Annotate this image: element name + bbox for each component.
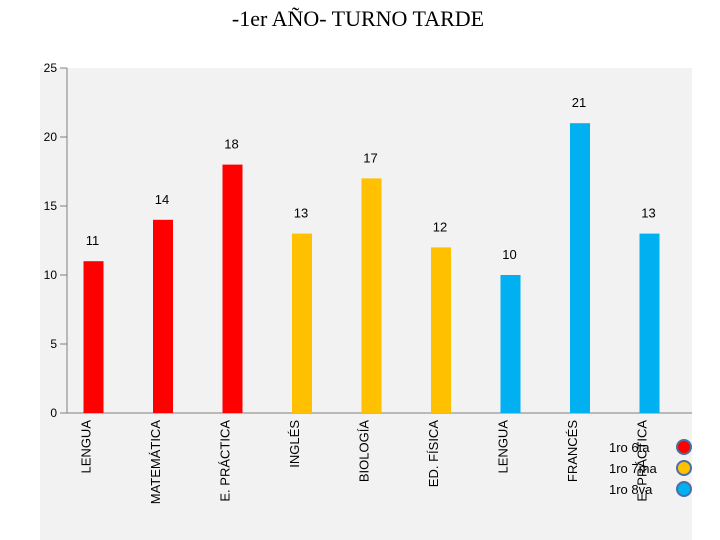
legend-label: 1ro 7ma — [609, 461, 657, 476]
bar — [570, 123, 590, 413]
legend-marker — [676, 439, 692, 455]
legend-marker — [676, 481, 692, 497]
x-category-label: ED. FÍSICA — [426, 420, 441, 488]
bar — [83, 261, 104, 413]
y-tick-label: 0 — [50, 406, 57, 420]
value-labels: 11 14 18 13 17 12 10 21 13 — [86, 95, 656, 262]
y-tick-label: 20 — [44, 130, 58, 144]
legend-label: 1ro 8va — [609, 482, 653, 497]
bar-value-label: 12 — [433, 219, 447, 234]
legend-marker — [676, 460, 692, 476]
bar-value-label: 14 — [155, 192, 169, 207]
bar — [292, 233, 312, 413]
legend-label: 1ro 6ta — [609, 440, 650, 455]
x-category-label: E. PRÁCTICA — [218, 420, 233, 502]
bar — [361, 178, 382, 413]
x-category-label: BIOLOGÍA — [357, 420, 372, 482]
y-axis-ticks: 0 5 10 15 20 25 — [44, 61, 67, 420]
bar — [431, 247, 451, 413]
bar-value-label: 13 — [641, 206, 655, 221]
bar-value-label: 17 — [363, 150, 377, 165]
bar-value-label: 21 — [572, 95, 586, 110]
x-category-label: E. PRÁCTICA — [635, 420, 650, 502]
bar — [153, 219, 173, 413]
legend: 1ro 6ta 1ro 7ma 1ro 8va — [609, 439, 692, 497]
y-tick-label: 25 — [44, 61, 58, 75]
x-category-label: MATEMÁTICA — [148, 420, 163, 505]
bar — [639, 233, 660, 413]
bar — [222, 164, 243, 413]
y-tick-label: 10 — [44, 268, 58, 282]
bar-value-label: 10 — [502, 247, 516, 262]
y-tick-label: 15 — [44, 199, 58, 213]
x-category-label: LENGUA — [79, 420, 94, 474]
bar-value-label: 18 — [224, 137, 238, 152]
bar-value-label: 13 — [294, 206, 308, 221]
chart-title: -1er AÑO- TURNO TARDE — [232, 6, 484, 31]
x-category-label: INGLÉS — [287, 420, 302, 468]
category-labels: LENGUA MATEMÁTICA E. PRÁCTICA INGLÉS BIOLOGÍ… — [79, 420, 650, 505]
bar — [500, 275, 521, 413]
bars — [83, 123, 660, 413]
y-tick-label: 5 — [50, 337, 57, 351]
bar-value-label: 11 — [86, 233, 100, 248]
x-category-label: FRANCÉS — [565, 420, 580, 482]
x-category-label: LENGUA — [496, 420, 511, 474]
